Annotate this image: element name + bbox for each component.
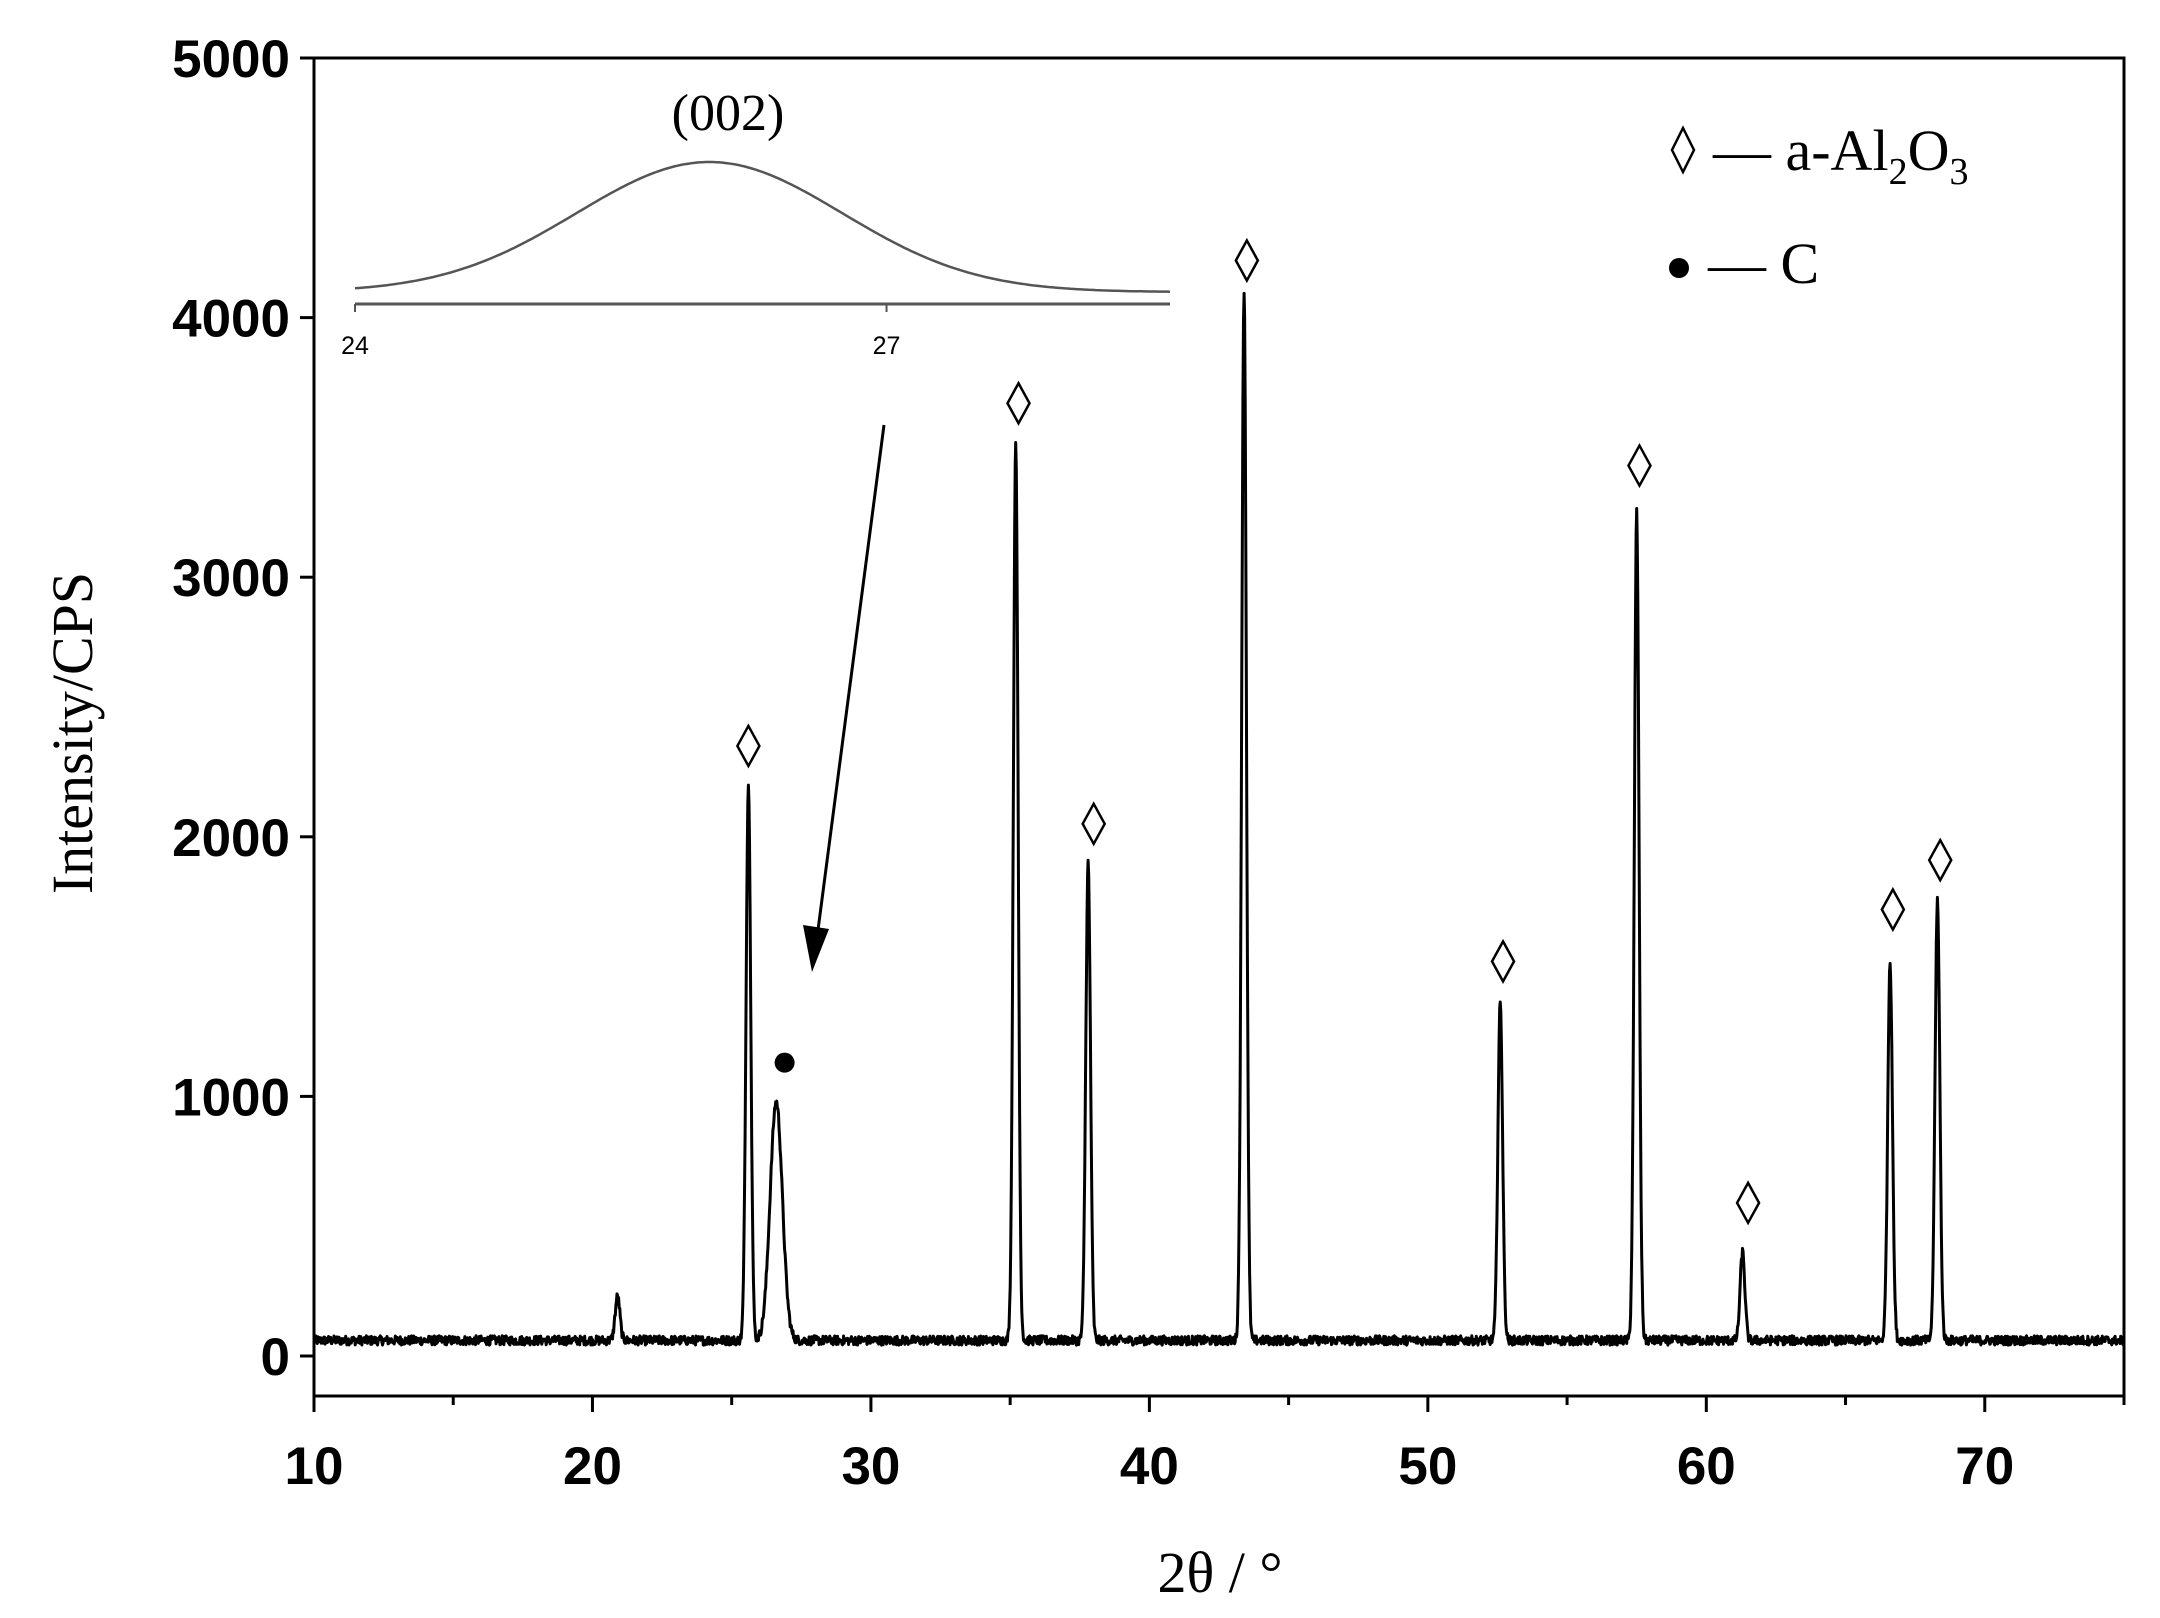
inset-tick-label: 27 <box>873 332 901 360</box>
legend-entry-carbon: — C <box>1707 231 1819 296</box>
legend-entry-alumina: — a-Al2O3 <box>1712 118 1968 193</box>
legend: — a-Al2O3 — C <box>1669 118 1968 296</box>
plot-frame <box>312 56 2126 1398</box>
y-tick-label: 2000 <box>172 809 290 868</box>
alumina-diamond-marker <box>1880 886 1906 933</box>
inset-panel: (002) 24 27 <box>341 85 1171 360</box>
alumina-diamond-marker <box>1234 237 1260 284</box>
y-tick-label: 0 <box>261 1328 290 1387</box>
alumina-diamond-marker <box>1627 442 1652 489</box>
x-tick-label: 40 <box>1120 1437 1179 1496</box>
inset-arrow <box>803 424 886 972</box>
alumina-diamond-marker <box>1081 801 1107 847</box>
arrow-head <box>803 925 829 972</box>
y-tick-label: 1000 <box>172 1068 290 1127</box>
legend-diamond-icon <box>1670 125 1696 175</box>
legend-dot-icon <box>1669 258 1689 278</box>
inset-tick-label: 24 <box>341 332 369 360</box>
y-tick-label: 4000 <box>172 290 290 349</box>
inset-curve <box>354 160 1171 293</box>
peak-markers <box>735 237 1953 1226</box>
alumina-diamond-marker <box>1006 380 1031 426</box>
x-axis: 10 20 30 40 50 60 70 <box>285 1396 2126 1496</box>
alumina-diamond-marker <box>1927 837 1953 883</box>
alumina-diamond-marker <box>1490 938 1516 985</box>
x-tick-label: 50 <box>1398 1437 1457 1496</box>
alumina-diamond-marker <box>735 723 761 769</box>
y-tick-label: 5000 <box>172 30 290 89</box>
x-tick-label: 30 <box>841 1437 900 1496</box>
x-tick-label: 60 <box>1677 1437 1736 1496</box>
x-axis-title: 2θ / ° <box>1157 1540 1282 1605</box>
y-tick-label: 3000 <box>172 549 290 608</box>
alumina-diamond-marker <box>1735 1180 1761 1226</box>
x-tick-label: 10 <box>285 1437 344 1496</box>
series-line <box>312 291 2125 1347</box>
x-tick-label: 20 <box>563 1437 622 1496</box>
inset-peak-label: (002) <box>672 85 785 142</box>
y-axis-title: Intensity/CPS <box>40 572 105 894</box>
x-tick-label: 70 <box>1955 1437 2014 1496</box>
y-axis: 0 1000 2000 3000 4000 5000 <box>172 30 314 1387</box>
carbon-dot-marker <box>774 1052 795 1073</box>
inset-ticks: 24 27 <box>341 304 900 360</box>
